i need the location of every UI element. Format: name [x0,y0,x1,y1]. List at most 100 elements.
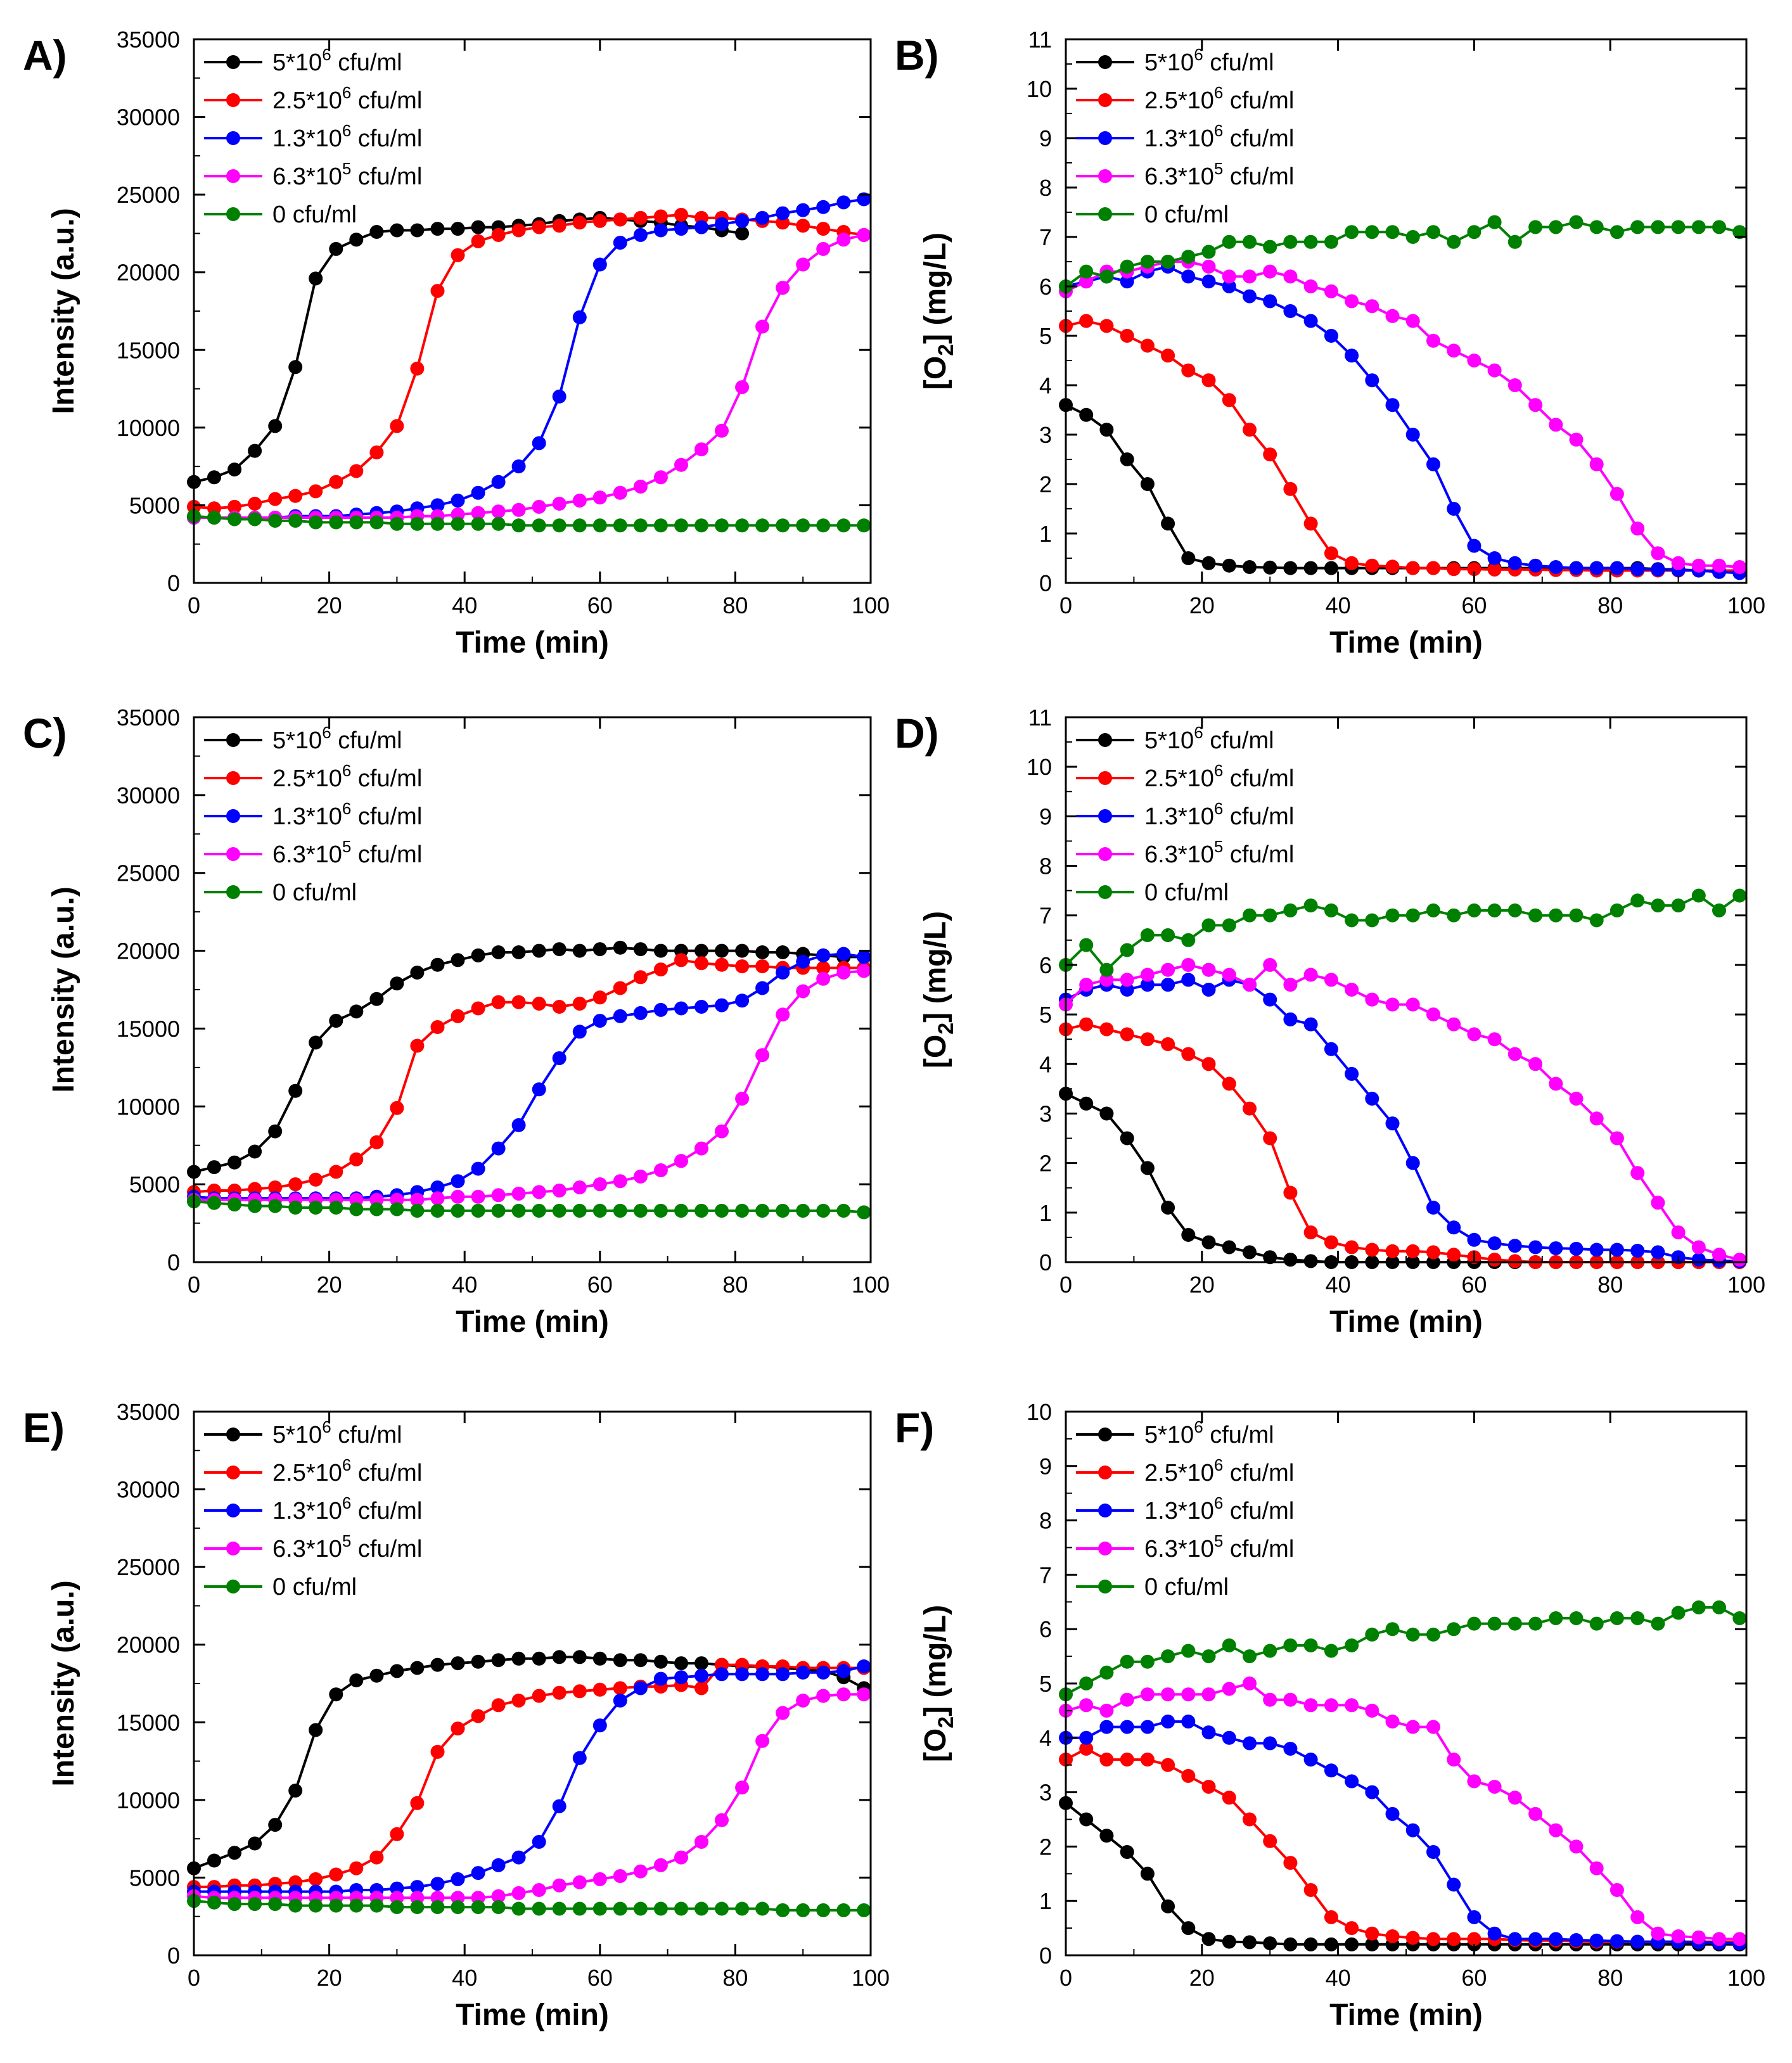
data-point [1201,1649,1216,1664]
data-point [1569,1611,1584,1625]
legend-label: 2.5*106 cfu/ml [1144,83,1294,114]
data-point [1161,1687,1175,1702]
data-point [1732,1611,1747,1625]
x-axis-title: Time (min) [456,1305,609,1339]
data-point [776,281,790,295]
y-tick-label: 11 [1028,705,1052,731]
data-point [572,1751,587,1765]
data-point [491,1889,506,1903]
data-point [268,1897,283,1912]
data-point [1079,1096,1094,1111]
data-point [1181,551,1196,565]
x-tick-label: 20 [317,592,342,618]
data-point [471,1001,485,1016]
legend-marker [226,1466,240,1479]
x-tick-label: 80 [1597,1272,1623,1298]
data-point [532,1082,546,1097]
data-point [430,1900,445,1914]
data-point [572,1203,587,1218]
data-point [1181,363,1196,378]
data-point [857,518,871,533]
y-tick-label: 2 [1039,1834,1052,1860]
data-point [674,1154,688,1168]
legend-label: 5*106 cfu/ml [1144,45,1274,76]
data-point [1507,1239,1522,1253]
data-point [1120,329,1134,343]
data-point [1181,1768,1196,1783]
data-point [1651,1616,1665,1631]
data-point [1589,1616,1604,1631]
data-point [1120,1720,1134,1734]
data-point [816,961,831,975]
y-tick-label: 4 [1039,373,1052,399]
data-point [572,1650,587,1664]
data-point [1569,1933,1584,1947]
data-point [430,1180,445,1195]
data-point [674,1670,688,1685]
data-point [633,1681,648,1696]
data-point [471,1900,485,1914]
legend-label: 0 cfu/ml [1144,1574,1229,1600]
data-point [1222,1682,1236,1696]
data-point [1283,903,1298,917]
y-tick-label: 25000 [117,182,180,208]
data-point [816,222,831,236]
data-point [248,1836,262,1851]
data-point [1405,1823,1420,1837]
legend-label: 6.3*105 cfu/ml [272,1531,422,1562]
data-point [1201,1725,1216,1740]
data-point [410,516,425,531]
data-point [1447,1932,1461,1946]
data-point [1345,1240,1359,1255]
legend-marker [1098,1427,1112,1441]
y-tick-label: 10000 [117,1787,180,1813]
series-line-0 [1065,404,1740,573]
legend: 5*106 cfu/ml 2.5*106 cfu/ml 1.3*106 cfu/ml… [204,1417,422,1600]
data-point [1712,558,1726,573]
data-point [1405,230,1420,244]
y-tick-label: 30000 [117,782,180,808]
data-point [1467,1616,1482,1631]
data-point [268,1199,283,1213]
data-point [349,515,364,530]
data-point [592,1718,607,1733]
data-point [1283,1012,1298,1026]
legend-label: 6.3*105 cfu/ml [1144,1531,1294,1562]
x-tick-label: 40 [452,1272,477,1298]
data-point [430,498,445,513]
data-point [1528,1932,1543,1946]
y-tick-label: 3 [1039,422,1052,448]
data-point [1283,1638,1298,1652]
series-line-4 [193,514,864,527]
x-tick-label: 20 [1189,1272,1215,1298]
data-point [1222,1076,1236,1091]
data-point [349,1152,364,1166]
data-point [329,1201,343,1215]
legend-label: 0 cfu/ml [1144,201,1229,228]
data-point [1447,1753,1461,1767]
data-point [410,1900,425,1914]
data-point [674,953,688,968]
data-point [1467,1910,1482,1924]
data-point [491,1653,506,1668]
data-point [1303,279,1318,293]
data-point [349,233,364,247]
data-point [1712,1248,1726,1262]
series-line-4 [1065,894,1741,971]
data-point [633,480,648,494]
data-point [532,1651,546,1666]
data-point [1467,903,1482,917]
series-line-1 [193,959,864,1194]
data-point [1487,903,1502,917]
data-point [1324,1042,1338,1056]
data-point [836,195,851,210]
data-point [1140,1161,1155,1175]
data-point [1120,1654,1134,1669]
data-point [1671,556,1686,570]
data-point [1161,348,1175,363]
data-point [1303,314,1318,328]
y-tick-label: 3 [1039,1101,1052,1127]
data-point [410,1661,425,1675]
data-point [1405,908,1420,923]
data-point [1161,1649,1175,1664]
